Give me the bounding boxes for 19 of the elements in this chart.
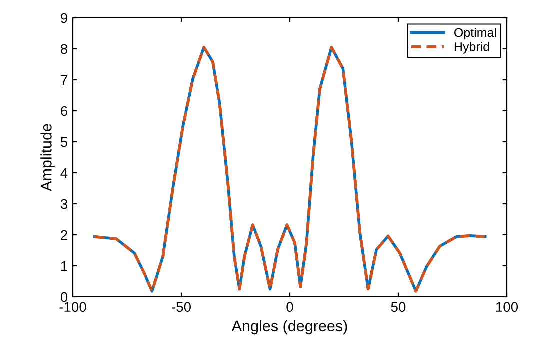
y-tick-label: 6	[61, 106, 68, 116]
y-tick-label: 0	[60, 292, 68, 302]
y-axis-title: Amplitude	[40, 124, 55, 192]
y-tick-label: 4	[60, 168, 68, 178]
y-tick-label: 9	[61, 13, 68, 24]
x-tick-label: 0	[286, 302, 294, 312]
x-tick-label: 50	[391, 302, 406, 312]
y-tick-label: 2	[61, 230, 68, 240]
legend-label: Hybrid	[454, 42, 490, 54]
y-tick-label: 7	[61, 75, 68, 86]
x-axis-title: Angles (degrees)	[232, 320, 348, 335]
x-tick-label: -50	[172, 302, 191, 312]
y-tick-label: 5	[60, 137, 68, 148]
x-tick-label: -100	[60, 302, 86, 312]
x-tick-label: 100	[496, 302, 518, 312]
legend-label: Optimal	[454, 28, 496, 40]
y-tick-label: 3	[60, 199, 68, 210]
y-tick-label: 1	[61, 261, 68, 272]
y-tick-label: 8	[61, 44, 68, 54]
